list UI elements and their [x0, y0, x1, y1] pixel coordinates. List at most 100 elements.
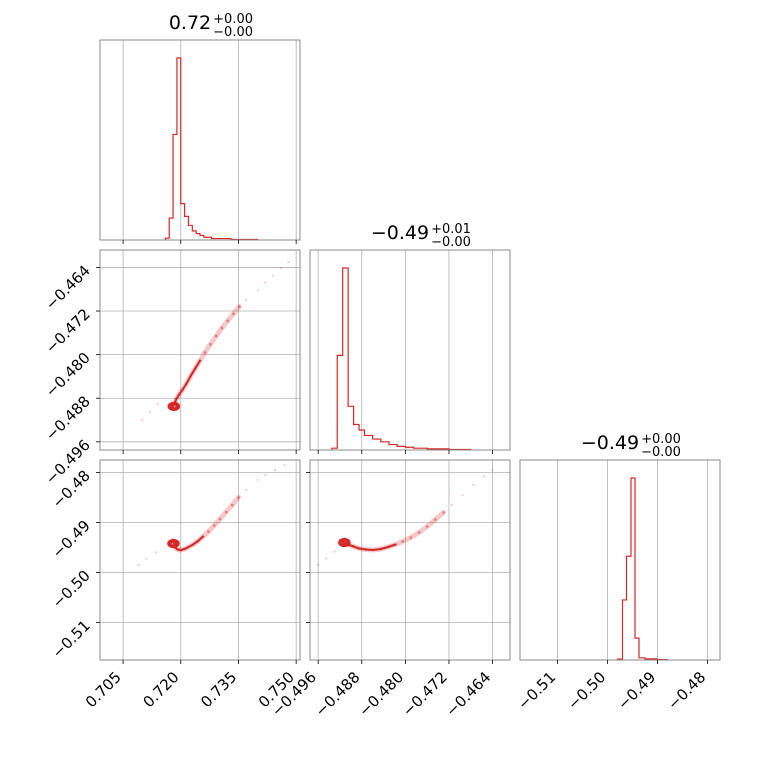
x-tick-label: 0.705 — [82, 668, 125, 711]
sample-point-sparse-3 — [450, 503, 453, 507]
hist-0: 0.72 +0.00−0.00 — [99, 12, 301, 244]
sample-point-6 — [189, 375, 192, 378]
sample-point-sparse-2 — [156, 402, 159, 405]
cluster-contour-0 — [167, 401, 181, 412]
histogram-bin-5 — [185, 216, 189, 240]
sample-point-12 — [425, 525, 429, 528]
scatter-1-0: −0.464−0.472−0.480−0.488−0.496 — [42, 249, 301, 488]
histogram-bin-3 — [631, 478, 635, 660]
sample-point-sparse-3 — [245, 488, 248, 492]
sample-point-4 — [364, 548, 368, 551]
sample-point-3 — [357, 547, 361, 550]
panel-title-upper: +0.00 — [213, 12, 253, 27]
histogram-bin-5 — [359, 430, 364, 450]
sample-point-8 — [394, 543, 397, 546]
panel-title-lower: −0.00 — [213, 25, 253, 40]
x-tick-label: −0.50 — [564, 668, 609, 713]
histogram-bin-1 — [337, 355, 342, 450]
histogram-bin-2 — [627, 556, 632, 660]
scatter-2-0: 0.705 0.720 0.735 0.750−0.48−0.49−0.50−0.51 — [49, 459, 301, 711]
sample-point-sparse-5 — [264, 281, 267, 284]
panel-frame — [99, 39, 301, 241]
sample-point-sparse-7 — [491, 468, 494, 472]
histogram-bin-2 — [343, 268, 348, 450]
sample-point-10 — [209, 342, 212, 346]
sample-point-sparse-2 — [333, 550, 336, 553]
panel-frame — [99, 459, 301, 661]
sample-point-11 — [417, 531, 421, 534]
histogram-bin-7 — [192, 231, 196, 240]
sample-point-14 — [237, 496, 240, 499]
panel-frame — [99, 249, 301, 451]
sample-point-6 — [379, 547, 383, 551]
y-tick-label: −0.51 — [49, 617, 94, 662]
panel-title-value: −0.49 — [371, 222, 429, 244]
sample-point-sparse-1 — [148, 410, 152, 413]
histogram-bin-8 — [196, 234, 200, 240]
x-tick-label: 0.735 — [197, 668, 240, 711]
sample-point-4 — [183, 547, 186, 551]
sample-point-5 — [187, 545, 190, 549]
corner-plot-panels: 0.72 +0.00−0.00−0.49 +0.01−0.00−0.49 +0.00−… — [42, 12, 721, 720]
histogram-bin-9 — [200, 235, 204, 240]
histogram-bin-6 — [364, 435, 372, 450]
sample-point-sparse-5 — [472, 483, 475, 487]
y-tick-label: −0.464 — [42, 262, 94, 314]
histogram-bin-6 — [188, 225, 192, 240]
sample-point-8 — [201, 535, 205, 538]
sample-point-12 — [220, 326, 224, 330]
sample-point-3 — [177, 393, 181, 397]
sample-point-13 — [434, 518, 437, 521]
histogram-bin-1 — [623, 600, 627, 660]
histogram-step-line — [331, 267, 472, 451]
sample-point-2 — [352, 545, 355, 548]
sample-point-10 — [212, 524, 216, 527]
x-tick-label: −0.51 — [514, 668, 559, 713]
histogram-bin-4 — [181, 204, 185, 240]
cluster-contour-2 — [170, 540, 177, 547]
panel-title-lower: −0.00 — [641, 445, 681, 460]
sample-point-sparse-0 — [141, 418, 144, 422]
sample-point-4 — [181, 388, 184, 391]
cluster-contour-1 — [168, 539, 179, 548]
panel-frame — [519, 459, 721, 661]
sample-point-sparse-3 — [245, 299, 248, 302]
y-tick-label: −0.488 — [42, 392, 94, 444]
x-tick-label: 0.720 — [139, 668, 182, 711]
panel-title-upper: +0.01 — [431, 222, 471, 237]
x-tick-label: −0.49 — [614, 668, 659, 713]
panel-frame — [309, 459, 511, 661]
panel-frame — [309, 249, 511, 451]
sample-point-sparse-0 — [317, 563, 320, 567]
sample-point-sparse-4 — [461, 493, 464, 497]
scatter-2-1: −0.496−0.488−0.480−0.472−0.464 — [268, 459, 511, 720]
hist-1: −0.49 +0.01−0.00 — [309, 222, 511, 454]
histogram-bin-4 — [635, 638, 639, 660]
sample-point-11 — [214, 334, 218, 338]
sample-point-sparse-6 — [271, 274, 275, 277]
y-tick-label: −0.50 — [49, 567, 94, 612]
cluster-contour-1 — [339, 538, 350, 547]
histogram-bin-3 — [177, 58, 181, 240]
x-tick-label: −0.472 — [399, 668, 451, 720]
sample-point-sparse-5 — [264, 473, 267, 477]
hist-2: −0.49 +0.00−0.00−0.51 −0.50 −0.49 −0.48 — [514, 432, 721, 713]
sample-point-13 — [231, 503, 234, 507]
sample-point-11 — [218, 517, 222, 521]
panel-title-lower: −0.00 — [431, 235, 471, 250]
sample-point-7 — [196, 539, 200, 543]
cluster-contour-2 — [341, 539, 348, 546]
sample-point-sparse-2 — [154, 551, 157, 554]
sample-point-9 — [401, 540, 404, 543]
sample-point-10 — [409, 536, 413, 539]
sample-point-5 — [371, 548, 374, 552]
sample-point-sparse-4 — [256, 478, 259, 482]
panel-title-value: −0.49 — [581, 432, 639, 454]
sample-point-13 — [226, 319, 229, 323]
histogram-bin-8 — [381, 442, 389, 450]
density-band — [170, 495, 241, 553]
sample-point-sparse-1 — [145, 557, 148, 560]
sample-point-7 — [193, 367, 197, 371]
sample-point-8 — [198, 359, 202, 362]
